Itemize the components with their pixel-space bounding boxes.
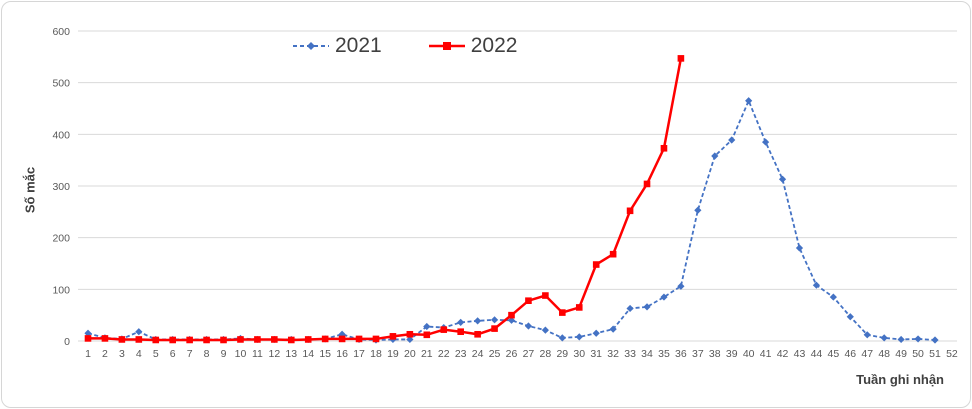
svg-text:44: 44 — [811, 348, 823, 360]
svg-text:14: 14 — [302, 348, 314, 360]
svg-text:1: 1 — [85, 348, 91, 360]
svg-text:2: 2 — [102, 348, 108, 360]
svg-text:300: 300 — [52, 181, 70, 193]
svg-text:25: 25 — [489, 348, 501, 360]
svg-text:31: 31 — [590, 348, 602, 360]
svg-text:500: 500 — [52, 78, 70, 90]
svg-text:3: 3 — [119, 348, 125, 360]
svg-text:28: 28 — [540, 348, 552, 360]
svg-text:7: 7 — [187, 348, 193, 360]
legend: 2021 2022 — [292, 34, 517, 58]
legend-2021-dashed-diamond-icon — [293, 42, 329, 50]
svg-text:34: 34 — [641, 348, 653, 360]
svg-text:9: 9 — [221, 348, 227, 360]
svg-text:38: 38 — [709, 348, 721, 360]
svg-text:21: 21 — [421, 348, 433, 360]
svg-text:37: 37 — [692, 348, 704, 360]
svg-text:32: 32 — [607, 348, 619, 360]
svg-text:49: 49 — [895, 348, 907, 360]
legend-item-2022: 2022 — [428, 34, 518, 58]
svg-text:6: 6 — [170, 348, 176, 360]
legend-2022-solid-square-icon — [428, 42, 465, 50]
svg-text:36: 36 — [675, 348, 687, 360]
svg-text:24: 24 — [472, 348, 484, 360]
svg-text:41: 41 — [760, 348, 772, 360]
svg-text:22: 22 — [438, 348, 450, 360]
svg-text:18: 18 — [370, 348, 382, 360]
svg-text:46: 46 — [844, 348, 856, 360]
svg-text:27: 27 — [523, 348, 535, 360]
svg-text:12: 12 — [268, 348, 280, 360]
svg-text:35: 35 — [658, 348, 670, 360]
svg-text:100: 100 — [52, 284, 70, 296]
svg-text:16: 16 — [336, 348, 348, 360]
svg-text:48: 48 — [878, 348, 890, 360]
legend-label-2021: 2021 — [335, 34, 382, 57]
svg-text:200: 200 — [52, 233, 70, 245]
svg-text:52: 52 — [946, 348, 958, 360]
svg-text:26: 26 — [506, 348, 518, 360]
svg-text:43: 43 — [794, 348, 806, 360]
svg-text:11: 11 — [252, 348, 263, 360]
svg-text:47: 47 — [861, 348, 873, 360]
svg-text:39: 39 — [726, 348, 738, 360]
legend-item-2021: 2021 — [292, 34, 382, 58]
series-2022 — [84, 55, 685, 344]
svg-text:19: 19 — [387, 348, 399, 360]
svg-text:23: 23 — [455, 348, 467, 360]
svg-text:5: 5 — [153, 348, 159, 360]
svg-text:13: 13 — [285, 348, 297, 360]
svg-text:17: 17 — [353, 348, 365, 360]
svg-text:40: 40 — [743, 348, 755, 360]
svg-text:29: 29 — [556, 348, 568, 360]
svg-text:42: 42 — [777, 348, 789, 360]
svg-text:10: 10 — [235, 348, 247, 360]
svg-text:51: 51 — [929, 348, 941, 360]
y-axis-title: Số mắc — [22, 166, 38, 214]
svg-text:8: 8 — [204, 348, 210, 360]
svg-text:0: 0 — [64, 336, 70, 348]
svg-text:600: 600 — [52, 26, 70, 38]
x-tick-labels: 1 2 3 4 5 6 7 8 9 10 11 12 13 14 15 16 17 18 19 20 21 22 23 24 2… — [85, 348, 958, 360]
y-tick-labels: 0 100 200 300 400 500 600 — [52, 26, 70, 348]
gridlines — [78, 30, 957, 342]
svg-text:45: 45 — [828, 348, 840, 360]
svg-text:15: 15 — [319, 348, 331, 360]
legend-label-2022: 2022 — [470, 34, 518, 57]
x-axis-title: Tuần ghi nhận — [856, 372, 944, 387]
svg-text:20: 20 — [404, 348, 416, 360]
svg-text:4: 4 — [136, 348, 142, 360]
svg-text:400: 400 — [52, 129, 70, 141]
svg-text:30: 30 — [573, 348, 585, 360]
svg-text:50: 50 — [912, 348, 924, 360]
svg-text:33: 33 — [624, 348, 636, 360]
